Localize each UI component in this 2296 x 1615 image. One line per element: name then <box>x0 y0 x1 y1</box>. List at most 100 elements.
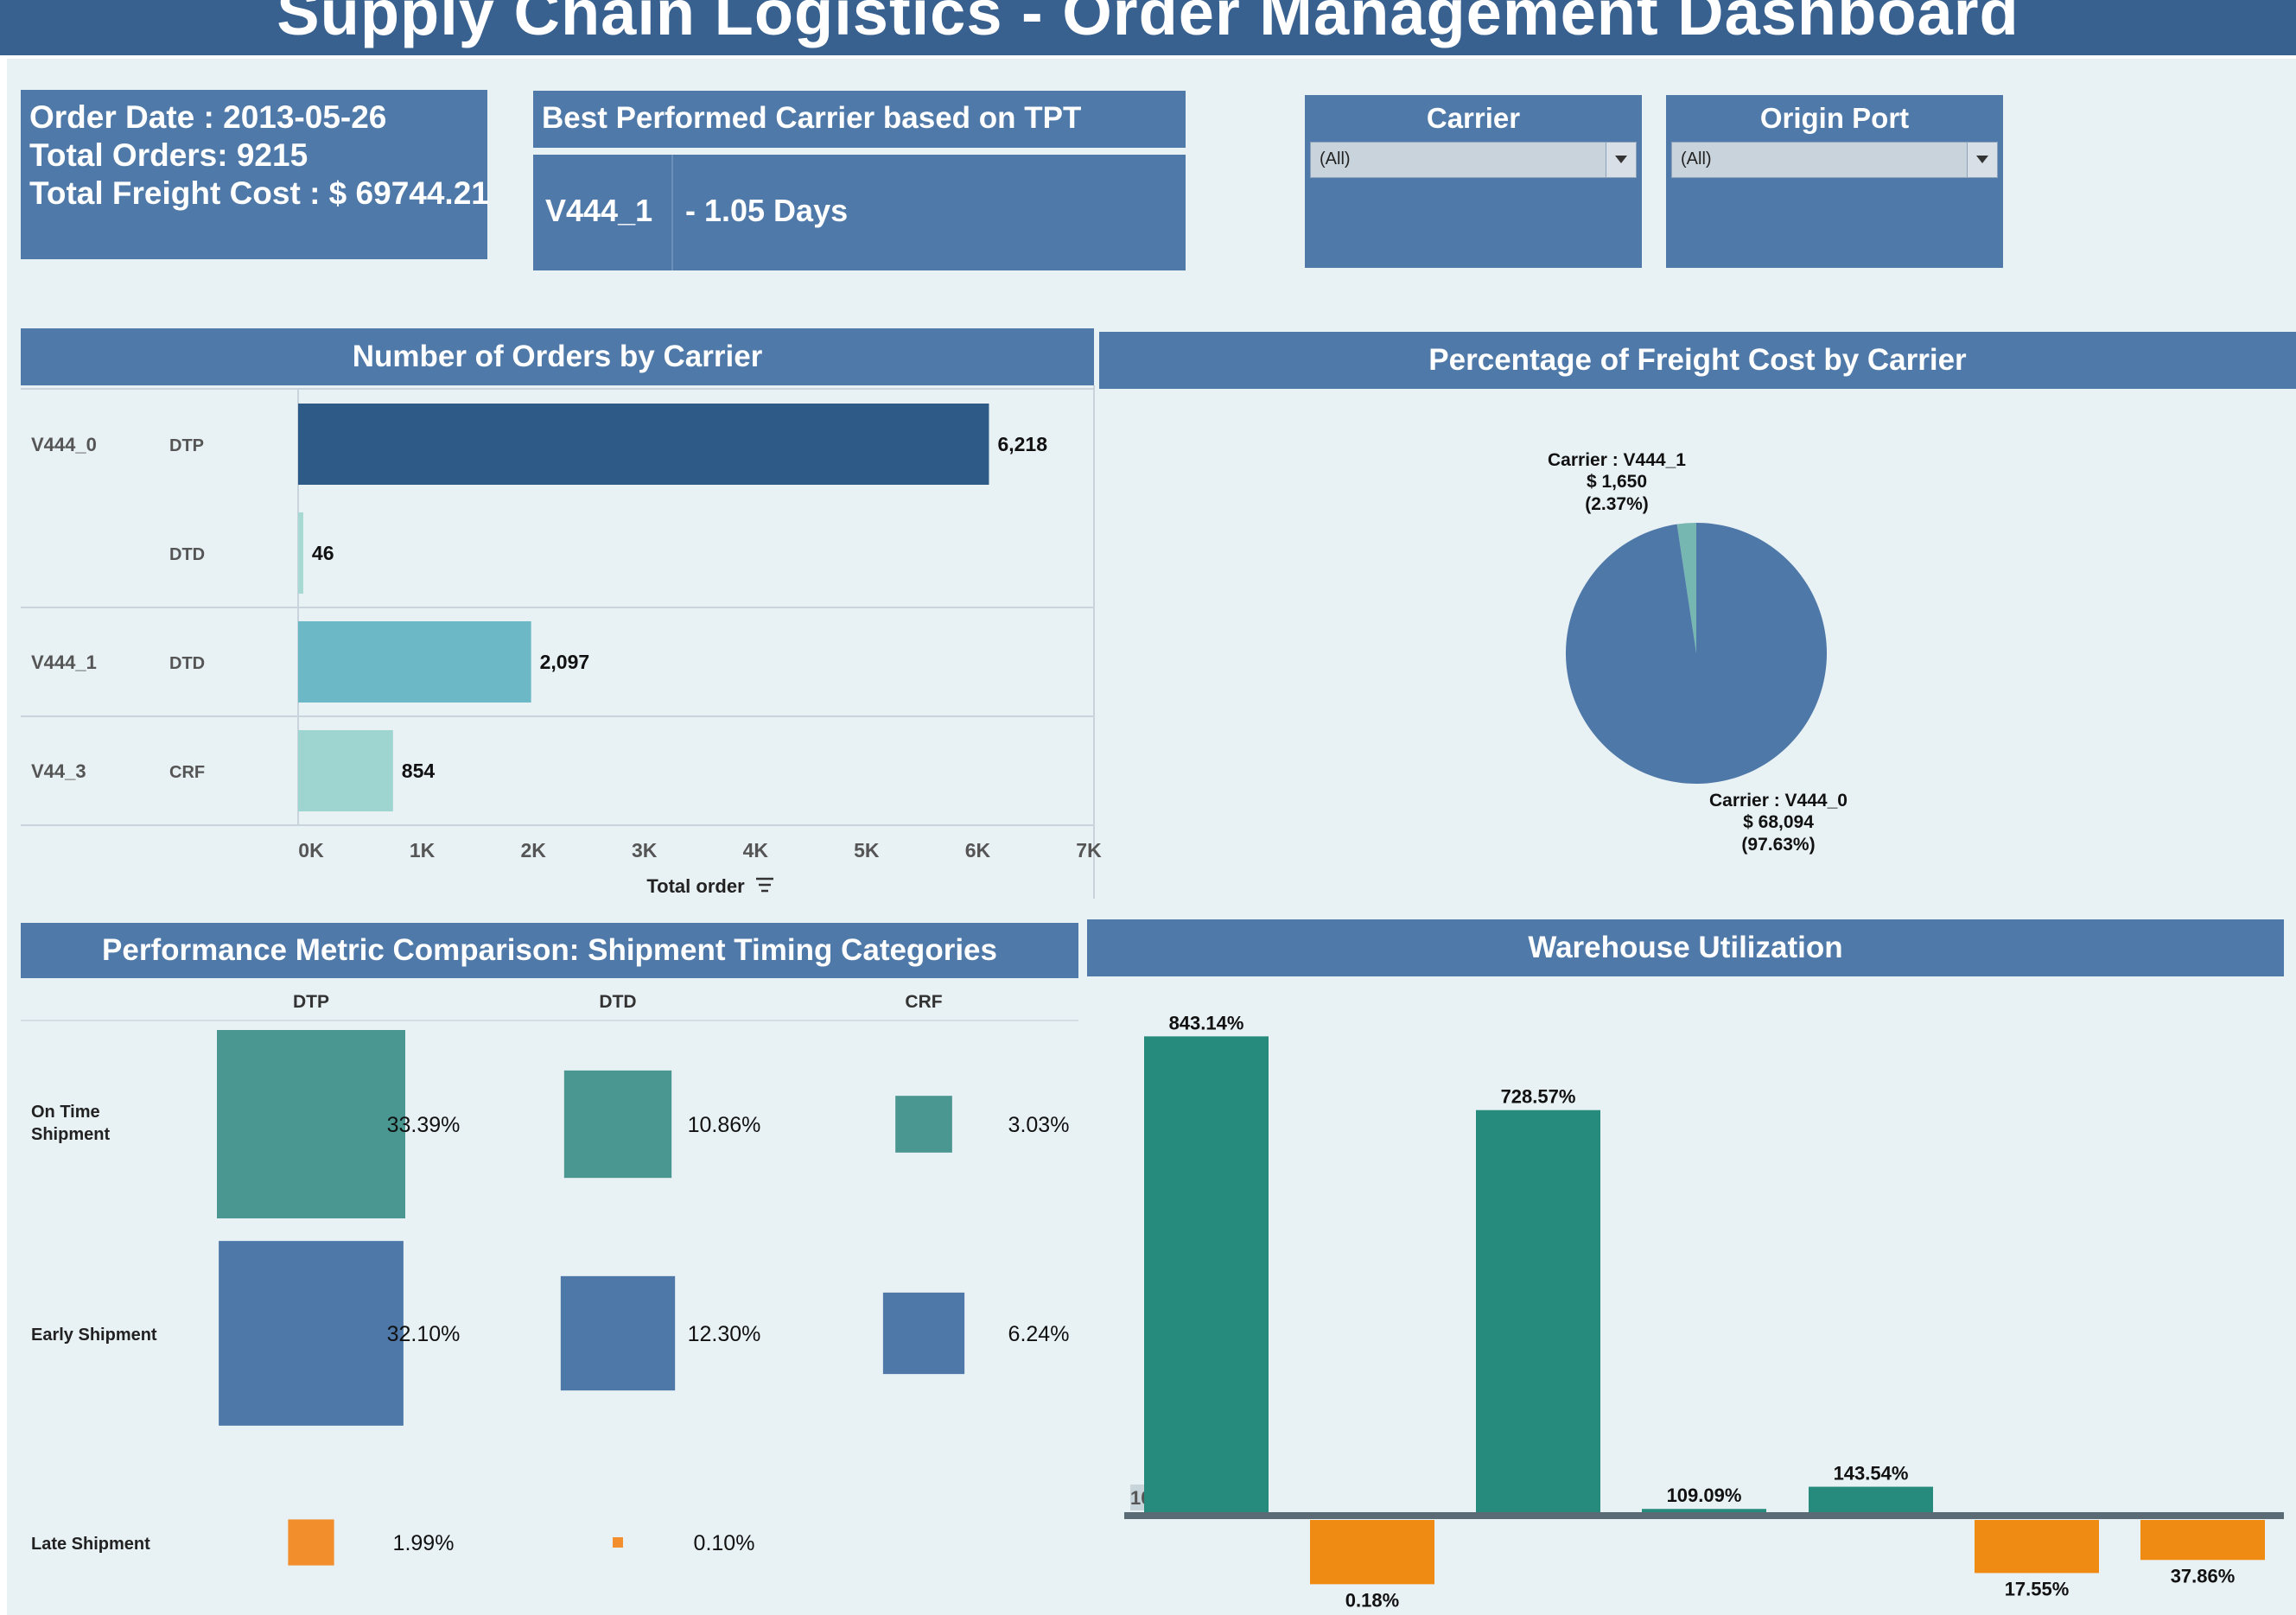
timing-column-header: DTP <box>293 992 329 1012</box>
warehouse-bar <box>1476 1110 1600 1515</box>
origin-port-dropdown[interactable]: (All) <box>1671 142 1998 178</box>
warehouse-bar-label: 843.14% <box>1169 1012 1244 1033</box>
chevron-down-icon[interactable] <box>1606 143 1636 177</box>
timing-row-label: Early Shipment <box>31 1326 157 1345</box>
timing-square <box>560 1275 676 1391</box>
best-carrier-divider <box>671 155 673 270</box>
carrier-dropdown-value: (All) <box>1320 149 1351 168</box>
warehouse-bar-label: 0.18% <box>1345 1589 1399 1611</box>
orders-x-tick: 4K <box>743 839 769 862</box>
timing-square <box>895 1096 952 1153</box>
warehouse-bars-group: 100%843.14%0.18%728.57%109.09%143.54%17.… <box>1124 1012 2284 1611</box>
best-carrier-days: - 1.05 Days <box>685 193 849 228</box>
orders-x-tick: 5K <box>854 839 880 862</box>
orders-x-tick: 1K <box>410 839 436 862</box>
carrier-dropdown[interactable]: (All) <box>1310 142 1637 178</box>
orders-by-carrier-header: Number of Orders by Carrier <box>21 328 1094 385</box>
total-orders-text: Total Orders: 9215 <box>29 137 308 173</box>
freight-pie-title: Percentage of Freight Cost by Carrier <box>1428 343 1967 377</box>
orders-x-tick: 0K <box>298 839 324 862</box>
freight-pie-header: Percentage of Freight Cost by Carrier <box>1099 332 2296 389</box>
timing-value-label: 32.10% <box>387 1322 461 1346</box>
warehouse-bar-label: 143.54% <box>1834 1463 1909 1485</box>
timing-value-label: 10.86% <box>688 1113 761 1137</box>
orders-carrier-label: V444_0 <box>31 434 97 455</box>
warehouse-bar <box>1975 1520 2099 1574</box>
origin-port-filter: Origin Port (All) <box>1666 95 2003 268</box>
timing-square <box>219 1241 404 1426</box>
order-date-text: Order Date : 2013-05-26 <box>29 99 387 135</box>
orders-carrier-label: V44_3 <box>31 760 86 782</box>
pie-slice <box>1676 523 1696 653</box>
warehouse-title: Warehouse Utilization <box>1528 931 1843 964</box>
orders-service-label: DTD <box>169 545 205 564</box>
pie-label-percent: (97.63%) <box>1741 835 1815 855</box>
carrier-filter-title: Carrier <box>1426 102 1521 134</box>
timing-row-label: Shipment <box>31 1125 110 1144</box>
warehouse-bar-label: 109.09% <box>1667 1485 1742 1506</box>
best-carrier-name: V444_1 <box>545 193 653 228</box>
dashboard-title-bar: Supply Chain Logistics - Order Managemen… <box>0 0 2296 55</box>
orders-service-label: DTD <box>169 654 205 673</box>
orders-bar-label: 6,218 <box>997 433 1047 455</box>
timing-square <box>613 1537 623 1548</box>
orders-bars-group: V444_0 DTP 6,218 DTD 46 V444_1 DTD 2,097 V44_3 CR… <box>21 385 1102 899</box>
timing-grid-group: DTP DTD CRF On Time Shipment 33.39% 10.86% 3.03… <box>21 992 1078 1566</box>
timing-value-label: 3.03% <box>1008 1113 1070 1137</box>
orders-bar <box>298 404 989 485</box>
chevron-down-icon[interactable] <box>1967 143 1997 177</box>
timing-column-header: CRF <box>905 992 942 1012</box>
carrier-filter: Carrier (All) <box>1305 95 1642 268</box>
timing-square <box>563 1070 672 1179</box>
warehouse-bar <box>1144 1036 1269 1515</box>
orders-bar-label: 854 <box>402 760 436 782</box>
dashboard-title: Supply Chain Logistics - Order Managemen… <box>277 0 2019 48</box>
timing-square <box>882 1292 965 1375</box>
shipment-timing-header: Performance Metric Comparison: Shipment … <box>21 923 1078 978</box>
orders-carrier-label: V444_1 <box>31 652 97 673</box>
timing-column-header: DTD <box>599 992 636 1012</box>
sort-icon <box>756 877 773 893</box>
best-carrier-value-box: V444_1 - 1.05 Days <box>533 155 1186 270</box>
warehouse-baseline <box>1124 1512 2284 1519</box>
orders-x-tick: 6K <box>965 839 991 862</box>
orders-x-tick: 2K <box>520 839 546 862</box>
best-carrier-header-text: Best Performed Carrier based on TPT <box>542 101 1082 135</box>
best-carrier-header: Best Performed Carrier based on TPT <box>533 91 1186 148</box>
kpi-box: Order Date : 2013-05-26 Total Orders: 92… <box>21 90 489 259</box>
pie-label-percent: (2.37%) <box>1585 494 1649 514</box>
timing-square <box>217 1030 405 1218</box>
orders-bar-label: 2,097 <box>540 651 590 673</box>
pie-label-cost: $ 1,650 <box>1587 472 1647 492</box>
pie-label-carrier: Carrier : V444_1 <box>1548 450 1686 470</box>
warehouse-bar-label: 17.55% <box>2005 1578 2070 1599</box>
timing-value-label: 33.39% <box>387 1113 461 1137</box>
orders-x-axis-label: Total order <box>646 875 745 897</box>
orders-bar <box>298 730 393 811</box>
pie-label-cost: $ 68,094 <box>1743 812 1814 832</box>
warehouse-header: Warehouse Utilization <box>1087 919 2284 976</box>
warehouse-bar-label: 728.57% <box>1501 1086 1576 1108</box>
orders-by-carrier-title: Number of Orders by Carrier <box>352 340 763 373</box>
orders-x-tick: 3K <box>632 839 658 862</box>
timing-value-label: 1.99% <box>393 1531 455 1555</box>
warehouse-bar <box>1310 1520 1434 1585</box>
orders-bar-label: 46 <box>312 542 334 564</box>
total-freight-text: Total Freight Cost : $ 69744.21 <box>29 175 489 211</box>
timing-value-label: 12.30% <box>688 1322 761 1346</box>
pie-slice <box>1566 523 1828 784</box>
timing-value-label: 0.10% <box>694 1531 755 1555</box>
origin-port-filter-title: Origin Port <box>1759 102 1910 134</box>
orders-x-tick: 7K <box>1076 839 1102 862</box>
warehouse-bar <box>2140 1520 2265 1561</box>
orders-bar <box>298 621 531 703</box>
warehouse-bar <box>1642 1509 1766 1515</box>
orders-bar <box>298 512 303 594</box>
origin-port-dropdown-value: (All) <box>1681 149 1712 168</box>
warehouse-bar <box>1809 1486 1933 1515</box>
orders-service-label: DTP <box>169 436 204 455</box>
orders-service-label: CRF <box>169 763 205 782</box>
timing-value-label: 6.24% <box>1008 1322 1070 1346</box>
pie-label-carrier: Carrier : V444_0 <box>1709 791 1848 811</box>
